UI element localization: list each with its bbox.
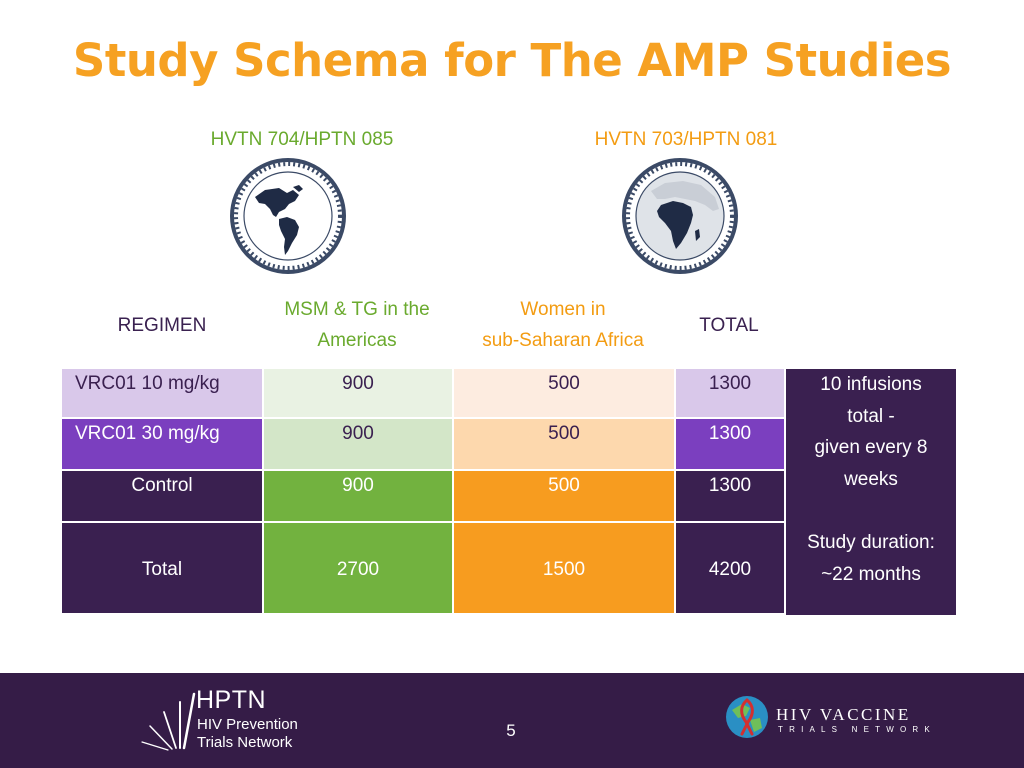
footer-bar — [0, 673, 1024, 768]
row4-total: 4200 — [676, 523, 786, 615]
header-women-line1: Women in — [520, 299, 606, 320]
row2-regimen: VRC01 30 mg/kg — [62, 419, 264, 471]
study-label-703: HVTN 703/HPTN 081 — [594, 129, 778, 150]
row2-women: 500 — [454, 419, 676, 471]
header-msm: MSM & TG in the Americas — [262, 294, 452, 356]
row3-msm: 900 — [264, 471, 454, 523]
row4-msm: 2700 — [264, 523, 454, 615]
hvtn-name: HIV VACCINE — [776, 705, 911, 724]
row3-regimen: Control — [62, 471, 264, 523]
hptn-subtitle: HIV Prevention Trials Network — [197, 716, 377, 752]
page-number: 5 — [506, 721, 516, 740]
hptn-name: HPTN — [196, 686, 267, 714]
americas-globe-icon — [230, 158, 346, 274]
study-label-704: HVTN 704/HPTN 085 — [210, 129, 394, 150]
row4-regimen: Total — [62, 523, 264, 615]
row3-women: 500 — [454, 471, 676, 523]
header-women: Women in sub-Saharan Africa — [452, 294, 674, 356]
slide-title: Study Schema for The AMP Studies — [72, 34, 952, 87]
header-women-line2: sub-Saharan Africa — [482, 330, 644, 351]
hptn-sub-line1: HIV Prevention — [197, 716, 298, 733]
row2-msm: 900 — [264, 419, 454, 471]
row4-women: 1500 — [454, 523, 676, 615]
row1-regimen: VRC01 10 mg/kg — [62, 369, 264, 419]
africa-globe-icon — [622, 158, 738, 274]
note-duration-2: ~22 months — [821, 563, 921, 585]
schedule-note: 10 infusions total - given every 8 weeks… — [786, 369, 956, 615]
note-line-2: total - — [847, 405, 895, 427]
hptn-logo-icon — [141, 692, 196, 751]
note-line-1: 10 infusions — [820, 374, 922, 395]
row3-total: 1300 — [676, 471, 786, 523]
header-total: TOTAL — [699, 315, 759, 336]
note-line-3: given every 8 — [814, 437, 928, 458]
hptn-sub-line2: Trials Network — [197, 734, 293, 751]
header-regimen: REGIMEN — [117, 315, 207, 336]
header-msm-line2: Americas — [317, 330, 397, 351]
row1-msm: 900 — [264, 369, 454, 419]
row1-women: 500 — [454, 369, 676, 419]
row2-total: 1300 — [676, 419, 786, 471]
hvtn-subtitle: TRIALS NETWORK — [778, 725, 936, 734]
header-msm-line1: MSM & TG in the — [284, 299, 430, 320]
hvtn-globe-logo-icon — [726, 696, 768, 738]
note-line-4: weeks — [844, 468, 898, 490]
note-duration-1: Study duration: — [807, 532, 935, 553]
row1-total: 1300 — [676, 369, 786, 419]
